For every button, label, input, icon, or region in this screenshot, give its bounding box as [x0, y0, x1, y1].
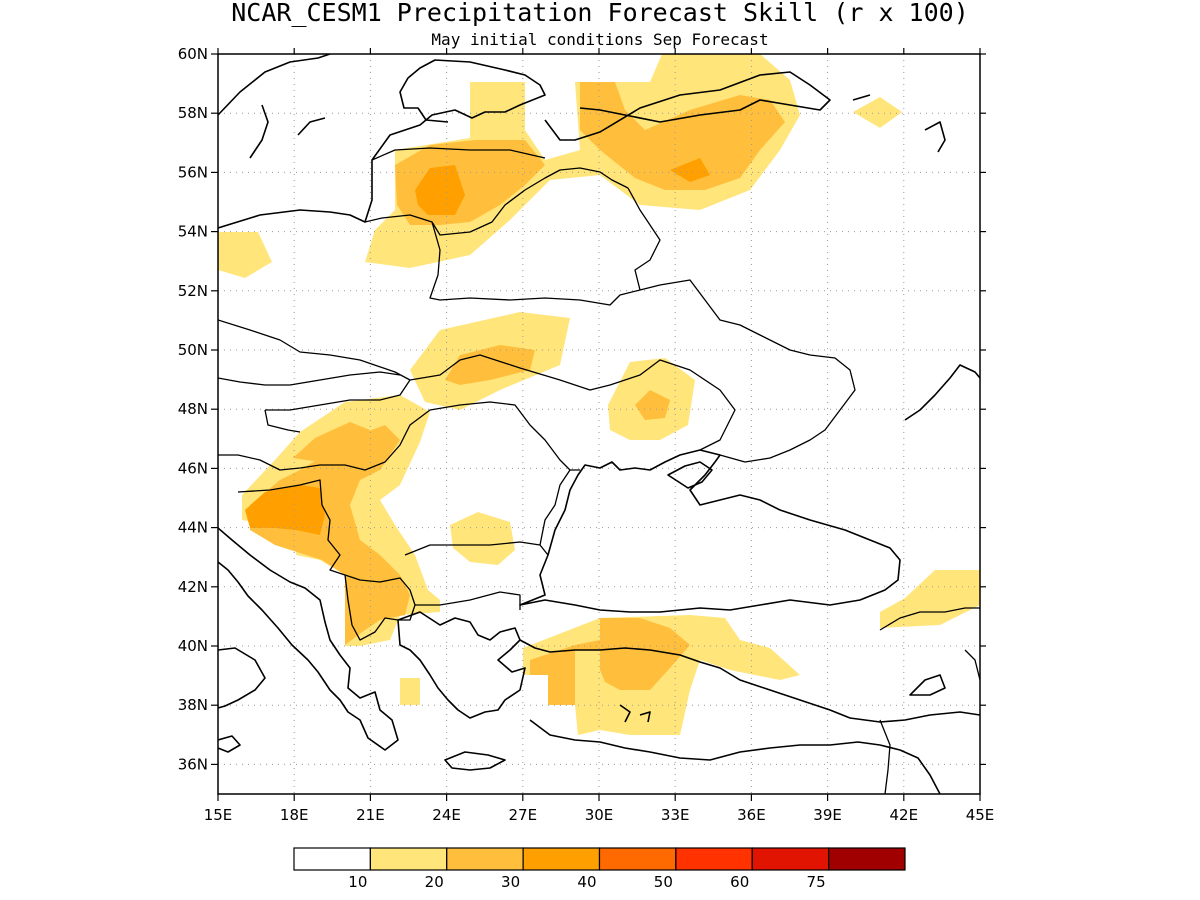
x-tick-label: 18E — [280, 806, 309, 824]
x-tick-label: 33E — [661, 806, 690, 824]
country-borders — [218, 147, 980, 794]
y-tick-label: 46N — [178, 459, 208, 477]
x-tick-label: 39E — [813, 806, 842, 824]
y-tick-labels: 36N 38N 40N 42N 44N 46N 48N 50N 52N 54N 56N 58N 60N — [178, 45, 208, 773]
y-tick-label: 56N — [178, 163, 208, 181]
y-tick-label: 42N — [178, 578, 208, 596]
colorbar-labels: 10 20 30 40 50 60 75 — [348, 873, 825, 891]
y-tick-label: 40N — [178, 637, 208, 655]
colorbar-label: 75 — [807, 873, 826, 891]
skill-contour-30-40 — [245, 158, 710, 535]
colorbar-swatch — [675, 847, 753, 871]
colorbar-swatch — [369, 847, 448, 871]
colorbar-swatch — [751, 847, 830, 871]
y-tick-label: 48N — [178, 400, 208, 418]
figure-subtitle: May initial conditions Sep Forecast — [431, 30, 768, 49]
colorbar-swatch — [446, 847, 524, 871]
colorbar — [293, 847, 906, 871]
colorbar-label: 20 — [425, 873, 444, 891]
colorbar-label: 40 — [577, 873, 596, 891]
colorbar-swatch — [828, 847, 906, 871]
colorbar-label: 10 — [348, 873, 367, 891]
colorbar-swatch — [598, 847, 677, 871]
map-area — [218, 54, 980, 794]
colorbar-swatch — [293, 847, 371, 871]
y-tick-label: 50N — [178, 341, 208, 359]
x-tick-label: 36E — [737, 806, 766, 824]
x-tick-labels: 15E 18E 21E 24E 27E 30E 33E 36E 39E 42E 45E — [204, 806, 995, 824]
y-tick-label: 60N — [178, 45, 208, 63]
skill-contour-20-30 — [250, 82, 785, 705]
colorbar-label: 50 — [654, 873, 673, 891]
y-tick-label: 54N — [178, 223, 208, 241]
x-tick-label: 30E — [585, 806, 614, 824]
colorbar-swatch — [522, 847, 601, 871]
y-tick-label: 38N — [178, 696, 208, 714]
y-tick-label: 36N — [178, 755, 208, 773]
y-tick-label: 58N — [178, 104, 208, 122]
tick-marks — [211, 48, 986, 801]
x-tick-label: 27E — [509, 806, 538, 824]
figure-title: NCAR_CESM1 Precipitation Forecast Skill … — [231, 0, 969, 27]
x-tick-label: 24E — [432, 806, 461, 824]
x-tick-label: 21E — [356, 806, 385, 824]
y-tick-label: 52N — [178, 282, 208, 300]
x-tick-label: 45E — [966, 806, 995, 824]
coastlines — [218, 54, 980, 794]
x-tick-label: 42E — [890, 806, 919, 824]
x-tick-label: 15E — [204, 806, 233, 824]
y-tick-label: 44N — [178, 519, 208, 537]
colorbar-label: 60 — [730, 873, 749, 891]
colorbar-label: 30 — [501, 873, 520, 891]
grid-lines — [218, 54, 980, 794]
